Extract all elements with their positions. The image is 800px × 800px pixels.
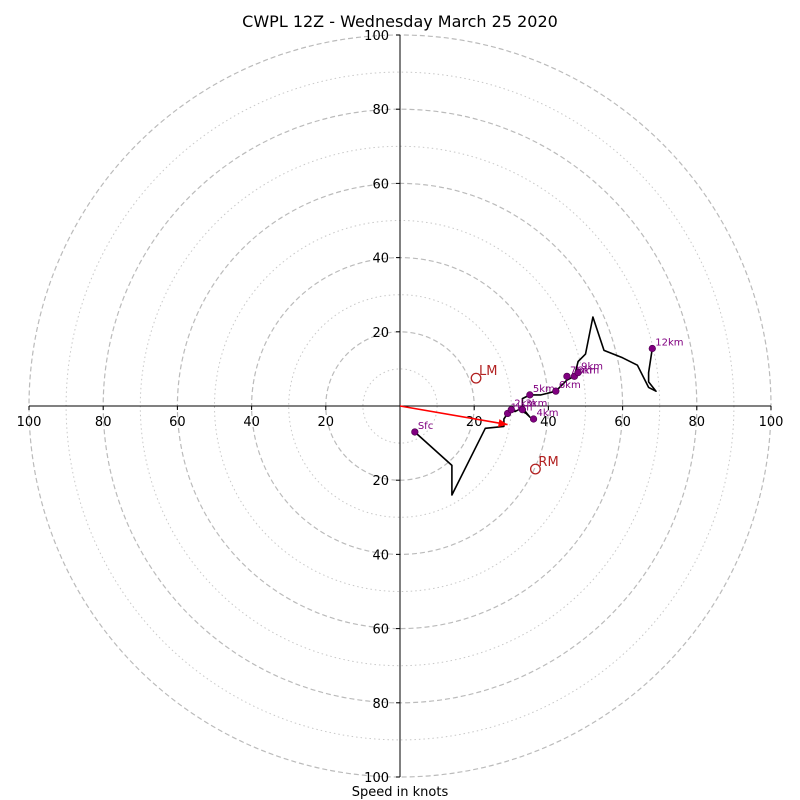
y-tick-label: 20 [372,326,389,341]
height-markers: Sfc1km2km3km4km5km6km7km8km9km12km [411,337,684,436]
height-label-8km: 8km [577,365,599,376]
height-label-5km: 5km [533,384,555,395]
height-marker-3km [518,406,527,414]
storm-motion-label-lm: LM [479,364,497,379]
y-tick-label: 60 [372,177,389,192]
y-tick-label: 20 [372,474,389,489]
y-tick-label: 40 [372,548,389,563]
mean-wind-arrowhead [498,419,508,427]
y-tick-label: 80 [372,103,389,118]
storm-motion-label-rm: RM [538,455,558,470]
x-tick-label: 40 [540,415,557,430]
height-label-6km: 6km [559,380,581,391]
height-label-2km: 2km [514,399,536,410]
y-tick-label: 40 [372,252,389,267]
y-tick-label: 60 [372,623,389,638]
x-tick-label: 20 [318,415,335,430]
height-marker-5km [526,391,534,399]
y-tick-label: 100 [364,771,389,786]
height-label-sfc: Sfc [418,421,433,432]
y-tick-label: 100 [364,29,389,44]
height-label-4km: 4km [537,408,559,419]
x-tick-label: 80 [689,415,706,430]
x-tick-label: 60 [169,415,186,430]
height-marker-9km [574,369,582,377]
x-tick-label: 100 [17,415,42,430]
hodograph-trace-group [414,316,657,496]
height-marker-6km [552,387,560,395]
storm-motion-marker-lm [470,372,482,384]
chart-title: CWPL 12Z - Wednesday March 25 2020 [242,12,558,31]
height-marker-4km [529,415,538,423]
height-marker-7km [563,372,571,380]
height-marker-sfc [411,428,419,436]
mean-wind-arrow [399,405,508,426]
height-marker-2km [507,406,515,414]
y-tick-label: 80 [372,697,389,712]
height-marker-12km [648,344,656,353]
x-tick-label: 80 [95,415,112,430]
storm-motion-markers: LM RM [470,364,559,475]
height-label-9km: 9km [581,362,603,373]
x-tick-label: 100 [759,415,784,430]
storm-motion-marker-rm [529,463,541,475]
height-label-3km: 3km [525,399,547,410]
height-label-12km: 12km [655,337,683,348]
mean-wind-vector-group [399,405,508,427]
x-tick-label: 40 [243,415,260,430]
hodograph-trace [414,316,657,496]
x-axis-label: Speed in knots [352,785,449,800]
x-tick-label: 60 [614,415,631,430]
